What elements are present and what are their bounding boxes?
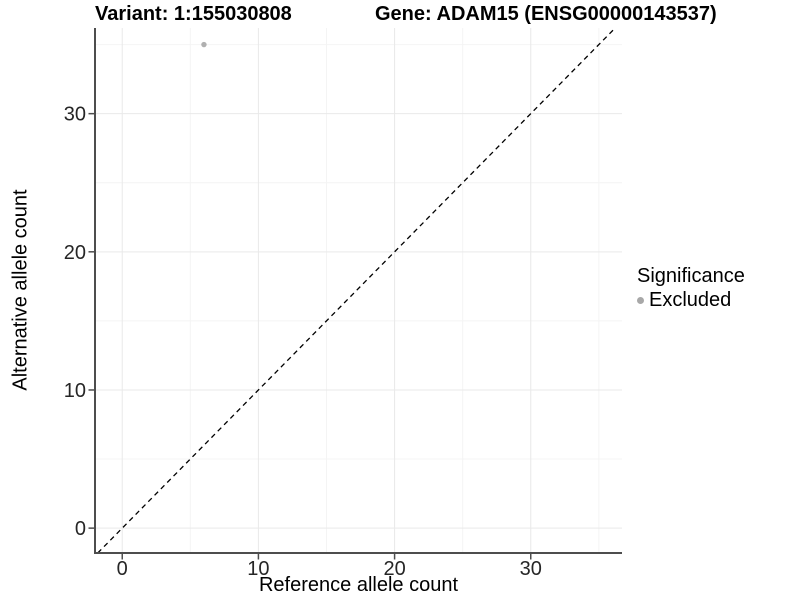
x-tick-label: 10	[247, 558, 269, 580]
legend: Significance Excluded	[637, 265, 745, 312]
data-point	[201, 41, 207, 48]
legend-point-icon	[637, 297, 644, 304]
x-tick-label: 30	[520, 558, 542, 580]
y-tick-label: 0	[75, 518, 86, 540]
variant-title: Variant: 1:155030808	[95, 3, 292, 25]
x-axis-title: Reference allele count	[258, 574, 458, 596]
x-tick-label: 20	[383, 558, 405, 580]
legend-item-label: Excluded	[649, 289, 732, 311]
legend-title: Significance	[637, 265, 745, 287]
gene-title: Gene: ADAM15 (ENSG00000143537)	[375, 3, 717, 25]
legend-item-excluded: Excluded	[637, 289, 745, 312]
identity-line	[97, 27, 616, 554]
y-tick-label: 10	[64, 380, 86, 402]
y-tick-label: 20	[64, 242, 86, 264]
x-tick-label: 0	[117, 558, 128, 580]
y-tick-label: 30	[64, 104, 86, 126]
